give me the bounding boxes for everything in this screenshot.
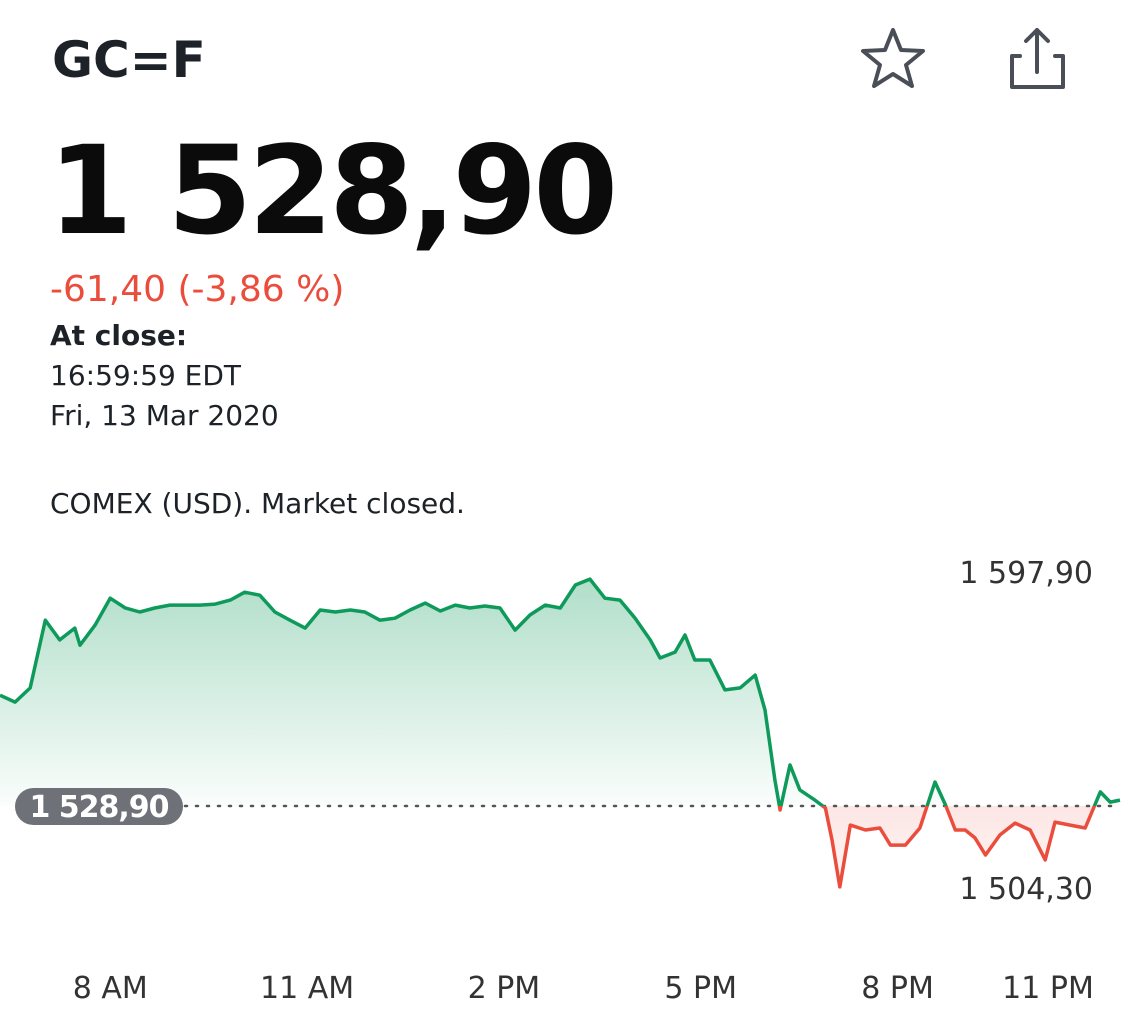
symbol: GC=F <box>52 31 206 89</box>
price: 1 528,90 <box>48 120 614 262</box>
x-tick-label: 8 PM <box>861 971 934 1006</box>
price-area <box>0 579 1120 887</box>
x-tick-label: 11 PM <box>1002 971 1094 1006</box>
exchange-note: COMEX (USD). Market closed. <box>50 487 465 520</box>
reference-badge: 1 528,90 <box>15 788 183 826</box>
x-tick-label: 5 PM <box>664 971 737 1006</box>
x-tick-label: 11 AM <box>260 971 354 1006</box>
close-date: Fri, 13 Mar 2020 <box>50 399 279 432</box>
close-label: At close: <box>50 319 187 352</box>
reference-pill <box>15 788 183 826</box>
high-label: 1 597,90 <box>959 556 1093 591</box>
favorite-button[interactable] <box>861 28 925 88</box>
close-time: 16:59:59 EDT <box>50 359 242 392</box>
x-tick-label: 2 PM <box>468 971 541 1006</box>
reference-label: 1 528,90 <box>29 790 168 825</box>
change: -61,40 (-3,86 %) <box>50 269 344 310</box>
share-button[interactable] <box>1010 28 1065 89</box>
x-tick-label: 8 AM <box>73 971 148 1006</box>
price-line <box>0 577 1121 889</box>
low-label: 1 504,30 <box>959 872 1093 907</box>
